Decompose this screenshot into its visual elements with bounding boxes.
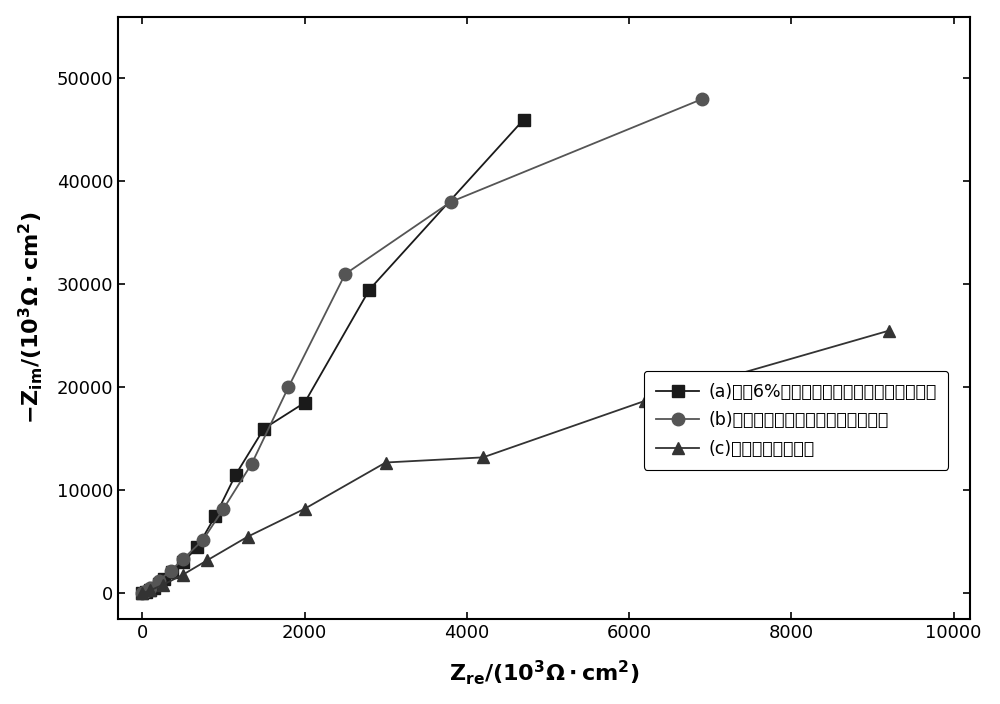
(b)添加磷酸钠水剂型阴极钢筋阻锈剂 [282,383,294,391]
(b)添加磷酸钠水剂型阴极钢筋阻锈剂 [140,587,152,596]
(a)添加6%长链生物核酸的复合型钢筋阻锈剂 [144,586,156,594]
(b)添加磷酸钠水剂型阴极钢筋阻锈剂 [197,536,209,544]
(c)不添加钢筋阻锈剂 [177,570,189,579]
(b)添加磷酸钠水剂型阴极钢筋阻锈剂 [165,567,177,575]
(c)不添加钢筋阻锈剂 [136,589,148,598]
Line: (b)添加磷酸钠水剂型阴极钢筋阻锈剂: (b)添加磷酸钠水剂型阴极钢筋阻锈剂 [136,93,708,600]
(a)添加6%长链生物核酸的复合型钢筋阻锈剂 [140,588,152,596]
(b)添加磷酸钠水剂型阴极钢筋阻锈剂 [177,555,189,563]
(b)添加磷酸钠水剂型阴极钢筋阻锈剂 [136,589,148,598]
(c)不添加钢筋阻锈剂 [380,458,392,467]
(a)添加6%长链生物核酸的复合型钢筋阻锈剂 [191,543,203,551]
(a)添加6%长链生物核酸的复合型钢筋阻锈剂 [177,558,189,567]
(b)添加磷酸钠水剂型阴极钢筋阻锈剂 [153,577,165,585]
(c)不添加钢筋阻锈剂 [639,396,651,405]
(b)添加磷酸钠水剂型阴极钢筋阻锈剂 [445,198,457,206]
(a)添加6%长链生物核酸的复合型钢筋阻锈剂 [299,398,311,407]
(b)添加磷酸钠水剂型阴极钢筋阻锈剂 [246,459,258,467]
(a)添加6%长链生物核酸的复合型钢筋阻锈剂 [258,425,270,433]
(c)不添加钢筋阻锈剂 [144,586,156,594]
Y-axis label: $\mathbf{-Z_{im}/(10^3\Omega\cdot cm^2)}$: $\mathbf{-Z_{im}/(10^3\Omega\cdot cm^2)}… [17,212,45,424]
(b)添加磷酸钠水剂型阴极钢筋阻锈剂 [339,270,351,278]
(a)添加6%长链生物核酸的复合型钢筋阻锈剂 [148,584,160,592]
(a)添加6%长链生物核酸的复合型钢筋阻锈剂 [153,580,165,589]
(a)添加6%长链生物核酸的复合型钢筋阻锈剂 [209,512,221,520]
(b)添加磷酸钠水剂型阴极钢筋阻锈剂 [217,505,229,513]
Line: (a)添加6%长链生物核酸的复合型钢筋阻锈剂: (a)添加6%长链生物核酸的复合型钢筋阻锈剂 [137,114,529,599]
(c)不添加钢筋阻锈剂 [157,581,169,589]
X-axis label: $\mathbf{Z_{re}/(10^3\Omega\cdot cm^2)}$: $\mathbf{Z_{re}/(10^3\Omega\cdot cm^2)}$ [449,658,639,687]
Legend: (a)添加6%长链生物核酸的复合型钢筋阻锈剂, (b)添加磷酸钠水剂型阴极钢筋阻锈剂, (c)不添加钢筋阻锈剂: (a)添加6%长链生物核酸的复合型钢筋阻锈剂, (b)添加磷酸钠水剂型阴极钢筋阻… [644,371,948,470]
(a)添加6%长链生物核酸的复合型钢筋阻锈剂 [166,567,178,576]
(a)添加6%长链生物核酸的复合型钢筋阻锈剂 [518,115,530,124]
(c)不添加钢筋阻锈剂 [242,532,254,541]
(c)不添加钢筋阻锈剂 [477,453,489,462]
(c)不添加钢筋阻锈剂 [299,505,311,513]
(c)不添加钢筋阻锈剂 [201,556,213,565]
(a)添加6%长链生物核酸的复合型钢筋阻锈剂 [158,574,170,583]
(a)添加6%长链生物核酸的复合型钢筋阻锈剂 [230,471,242,479]
(b)添加磷酸钠水剂型阴极钢筋阻锈剂 [696,95,708,103]
(a)添加6%长链生物核酸的复合型钢筋阻锈剂 [136,589,148,598]
(a)添加6%长链生物核酸的复合型钢筋阻锈剂 [363,285,375,294]
(b)添加磷酸钠水剂型阴极钢筋阻锈剂 [144,584,156,592]
(c)不添加钢筋阻锈剂 [883,327,895,335]
Line: (c)不添加钢筋阻锈剂: (c)不添加钢筋阻锈剂 [136,325,895,600]
